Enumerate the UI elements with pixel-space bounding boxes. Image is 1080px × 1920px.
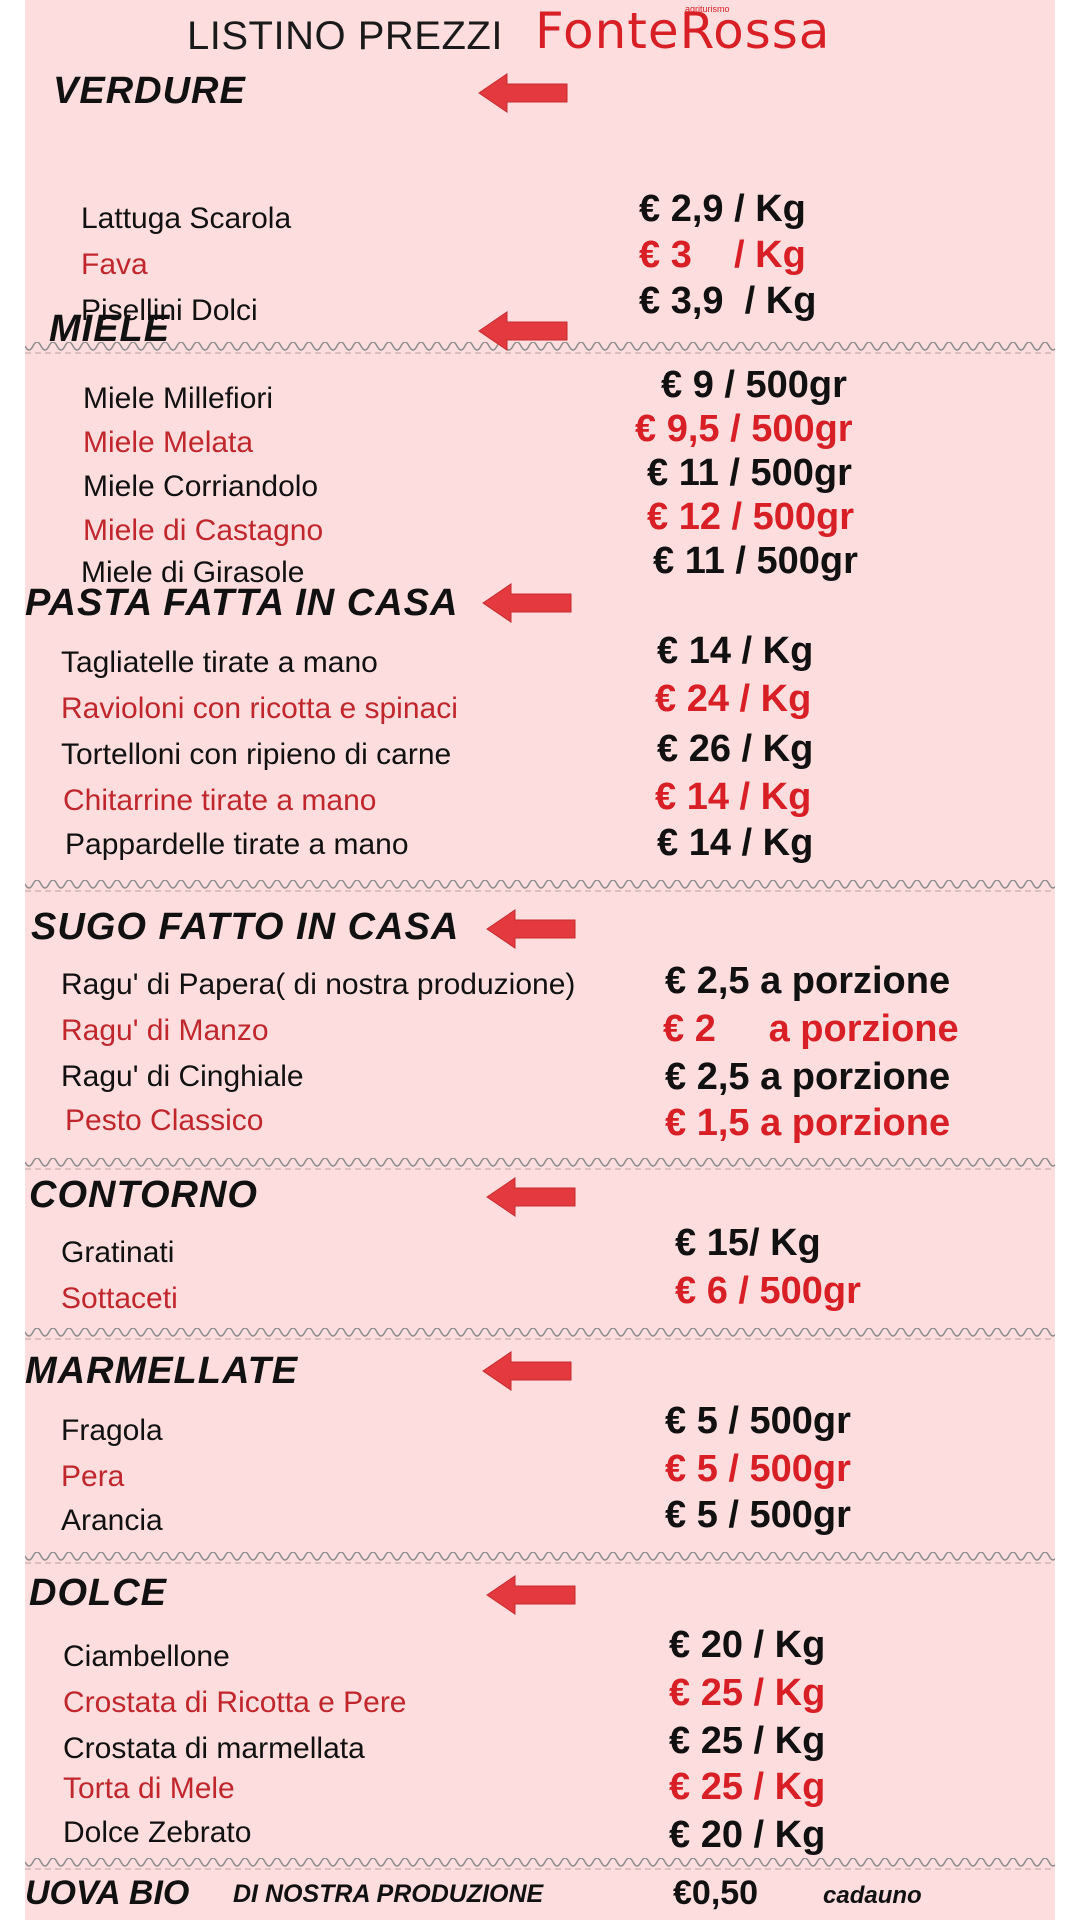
wavy-divider — [25, 342, 1055, 354]
item-price: € 25 / Kg — [669, 1720, 826, 1762]
header: LISTINO PREZZI FonteRossa agriturismo — [25, 0, 1055, 70]
wavy-divider — [25, 1858, 1055, 1870]
item-price: € 20 / Kg — [669, 1814, 826, 1856]
item-price: € 11 / 500gr — [647, 452, 852, 494]
left-arrow-icon — [486, 1177, 576, 1217]
price-list-sheet: LISTINO PREZZI FonteRossa agriturismo VE… — [25, 0, 1055, 1920]
item-name: Fragola — [61, 1414, 163, 1447]
wavy-divider — [25, 880, 1055, 892]
page-title: LISTINO PREZZI — [187, 14, 503, 58]
item-name: Miele di Girasole — [81, 556, 305, 589]
item-name: Chitarrine tirate a mano — [63, 784, 377, 817]
item-price: € 6 / 500gr — [675, 1270, 861, 1312]
section-sugo-fatto-in-casa: SUGO FATTO IN CASA Ragu' di Papera( di no… — [25, 906, 1055, 1206]
item-price: € 25 / Kg — [669, 1766, 826, 1808]
item-name: Fava — [81, 248, 148, 281]
section-title: MIELE — [49, 308, 171, 350]
section-title: PASTA FATTA IN CASA — [25, 582, 459, 624]
item-name: Ragu' di Papera( di nostra produzione) — [61, 968, 576, 1001]
section-marmellate: MARMELLATE Fragola € 5 / 500gr Pera € 5 / 50… — [25, 1350, 1055, 1650]
item-price: € 14 / Kg — [657, 822, 814, 864]
item-price: € 1,5 a porzione — [665, 1102, 951, 1144]
item-name: Crostata di marmellata — [63, 1732, 365, 1765]
left-arrow-icon — [478, 311, 568, 351]
item-price: € 3 / Kg — [639, 234, 806, 276]
item-name: Ragu' di Cinghiale — [61, 1060, 304, 1093]
footer-eggs: UOVA BIO DI NOSTRA PRODUZIONE €0,50 cada… — [25, 1868, 1055, 1920]
brand-logo: FonteRossa — [535, 2, 831, 60]
footer-price: €0,50 — [673, 1874, 759, 1912]
item-price: € 9 / 500gr — [661, 364, 847, 406]
item-price: € 2,9 / Kg — [639, 188, 806, 230]
brand-tag: agriturismo — [685, 4, 730, 14]
left-arrow-icon — [482, 1351, 572, 1391]
item-price: € 5 / 500gr — [665, 1494, 851, 1536]
item-name: Tagliatelle tirate a mano — [61, 646, 378, 679]
item-price: € 25 / Kg — [669, 1672, 826, 1714]
item-name: Tortelloni con ripieno di carne — [61, 738, 452, 771]
footer-unit: cadauno — [823, 1882, 922, 1909]
item-name: Lattuga Scarola — [81, 202, 292, 235]
item-price: € 3,9 / Kg — [639, 280, 817, 322]
footer-title: UOVA BIO — [25, 1874, 190, 1912]
item-price: € 11 / 500gr — [653, 540, 858, 582]
section-pasta-fatta-in-casa: PASTA FATTA IN CASA Tagliatelle tirate a … — [25, 582, 1055, 892]
item-name: Sottaceti — [61, 1282, 178, 1315]
section-miele: MIELE Miele Millefiori € 9 / 500gr Miele Me… — [25, 300, 1055, 600]
item-price: € 26 / Kg — [657, 728, 814, 770]
section-title: SUGO FATTO IN CASA — [31, 906, 460, 948]
item-name: Pappardelle tirate a mano — [65, 828, 409, 861]
item-price: € 14 / Kg — [657, 630, 814, 672]
item-name: Miele di Castagno — [83, 514, 324, 547]
item-name: Pisellini Dolci — [81, 294, 258, 327]
left-arrow-icon — [478, 73, 568, 113]
left-arrow-icon — [486, 1575, 576, 1615]
section-title: MARMELLATE — [25, 1350, 299, 1392]
item-price: € 9,5 / 500gr — [635, 408, 853, 450]
section-title: DOLCE — [29, 1572, 167, 1614]
item-name: Torta di Mele — [63, 1772, 235, 1805]
item-name: Arancia — [61, 1504, 163, 1537]
wavy-divider — [25, 1328, 1055, 1340]
item-name: Miele Corriandolo — [83, 470, 319, 503]
item-price: € 14 / Kg — [655, 776, 812, 818]
wavy-divider — [25, 1158, 1055, 1170]
item-price: € 2 a porzione — [663, 1008, 959, 1050]
item-name: Pera — [61, 1460, 125, 1493]
item-name: Gratinati — [61, 1236, 175, 1269]
item-name: Ciambellone — [63, 1640, 230, 1673]
item-name: Miele Melata — [83, 426, 254, 459]
item-name: Pesto Classico — [65, 1104, 264, 1137]
item-price: € 2,5 a porzione — [665, 960, 951, 1002]
item-name: Ravioloni con ricotta e spinaci — [61, 692, 458, 725]
wavy-divider — [25, 1552, 1055, 1564]
item-price: € 2,5 a porzione — [665, 1056, 951, 1098]
section-title: CONTORNO — [29, 1174, 258, 1216]
item-name: Crostata di Ricotta e Pere — [63, 1686, 407, 1719]
item-name: Ragu' di Manzo — [61, 1014, 269, 1047]
item-price: € 20 / Kg — [669, 1624, 826, 1666]
item-price: € 24 / Kg — [655, 678, 812, 720]
item-price: € 5 / 500gr — [665, 1400, 851, 1442]
section-contorno: CONTORNO Gratinati € 15/ Kg Sottaceti € 6 / … — [25, 1174, 1055, 1474]
item-price: € 15/ Kg — [675, 1222, 821, 1264]
item-price: € 5 / 500gr — [665, 1448, 851, 1490]
left-arrow-icon — [482, 583, 572, 623]
footer-subtitle: DI NOSTRA PRODUZIONE — [233, 1880, 544, 1908]
section-dolce: DOLCE Ciambellone € 20 / Kg Crostata di Ric… — [25, 1572, 1055, 1872]
left-arrow-icon — [486, 909, 576, 949]
item-name: Dolce Zebrato — [63, 1816, 252, 1849]
section-title: VERDURE — [53, 70, 246, 112]
section-verdure: VERDURE Lattuga Scarola € 2,9 / Kg Fava € 3 … — [25, 70, 1055, 370]
item-name: Miele Millefiori — [83, 382, 274, 415]
item-price: € 12 / 500gr — [647, 496, 855, 538]
